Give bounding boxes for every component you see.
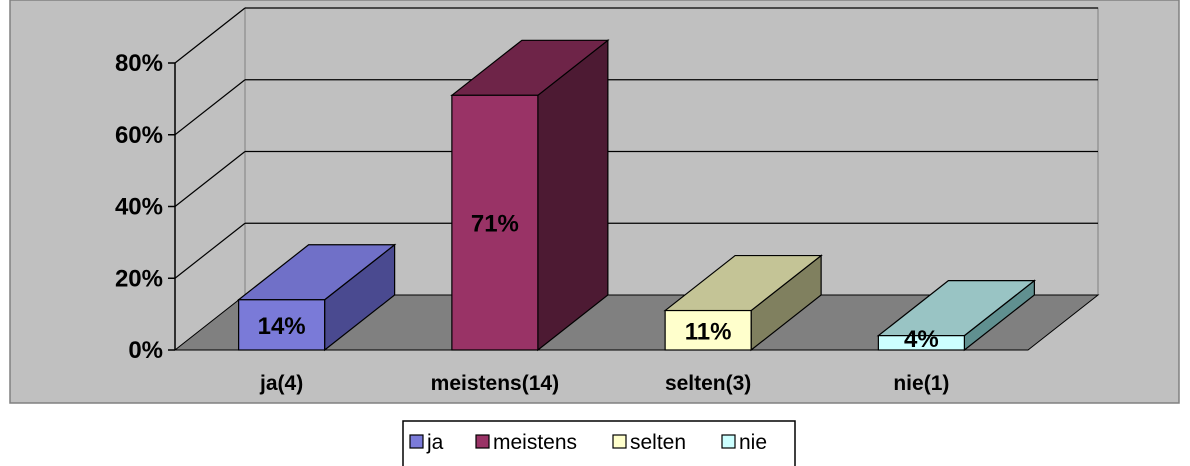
gridlines (174, 7, 1098, 279)
legend-label: ja (426, 431, 444, 454)
x-tick-label: meistens(14) (431, 372, 559, 395)
legend-item: meistens (475, 431, 577, 454)
data-labels: 14% 71% 11% 4% (258, 211, 939, 353)
data-label: 14% (258, 313, 306, 340)
x-tick-label: ja(4) (259, 372, 303, 395)
legend-label: nie (739, 431, 767, 454)
legend-item: ja (409, 431, 444, 454)
legend-item: nie (721, 431, 767, 454)
y-tick-label: 60% (115, 122, 163, 149)
legend-item: selten (612, 431, 686, 454)
y-tick-label: 0% (128, 337, 163, 364)
legend-swatch (612, 434, 627, 449)
x-axis-labels: ja(4) meistens(14) selten(3) nie(1) (259, 372, 949, 395)
y-tick-label: 20% (115, 265, 163, 292)
data-label: 4% (904, 326, 939, 353)
bar (876, 279, 1037, 352)
y-tick-label: 40% (115, 194, 163, 221)
legend-items: ja meistens selten nie (409, 431, 767, 454)
gridline-diagonal (174, 7, 246, 64)
x-tick-label: nie(1) (893, 372, 949, 395)
bar (663, 254, 823, 352)
bar-front (664, 309, 752, 351)
bar (236, 243, 397, 352)
data-label: 71% (471, 211, 519, 238)
legend-label: meistens (493, 431, 577, 454)
legend-swatch (409, 434, 424, 449)
bar-front (877, 335, 965, 351)
bars (236, 39, 1037, 352)
gridline-diagonal (174, 151, 246, 207)
bar-front (238, 299, 326, 351)
y-tick-label: 80% (115, 50, 163, 77)
bar-front (451, 94, 539, 351)
legend-swatch (721, 434, 736, 449)
legend-label: selten (630, 431, 686, 454)
legend-swatch (475, 434, 490, 449)
bar (450, 39, 610, 352)
gridline-diagonal (174, 79, 246, 136)
legend-box (402, 420, 796, 466)
gridline-diagonal (174, 222, 246, 279)
y-axis-ticks: 0% 20% 40% 60% 80% (115, 50, 175, 364)
data-label: 11% (685, 318, 732, 345)
legend: ja meistens selten nie (402, 420, 796, 466)
x-tick-label: selten(3) (665, 372, 751, 395)
